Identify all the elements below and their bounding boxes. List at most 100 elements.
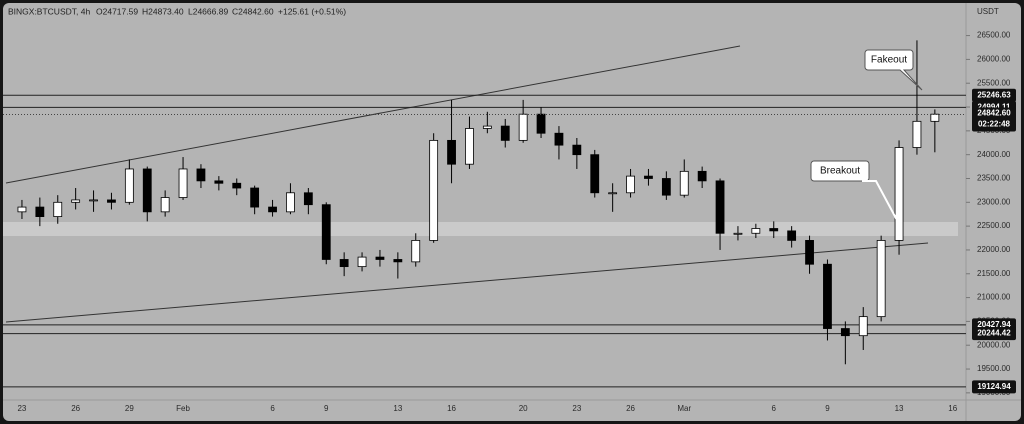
change: +125.61 (+0.51%): [278, 6, 346, 16]
x-tick-label: 6: [772, 404, 777, 413]
candle-body: [608, 192, 618, 195]
x-tick-label: 16: [948, 404, 957, 413]
candle-body: [71, 199, 81, 203]
open: O24717.59: [96, 6, 138, 16]
candle-body: [715, 180, 725, 234]
candle-body: [429, 139, 439, 241]
level-label: 24994.11: [978, 102, 1011, 111]
candle-body: [393, 259, 403, 263]
candle-body: [35, 206, 45, 217]
y-tick-label: 22000.00: [977, 245, 1011, 254]
support-zone: [3, 222, 958, 236]
level-tag: [972, 88, 1016, 102]
x-tick-label: 9: [324, 404, 329, 413]
candle-body: [661, 178, 671, 196]
candle-body: [142, 168, 152, 213]
candle-body: [303, 192, 313, 206]
candle-body: [268, 206, 277, 213]
candle-body: [626, 175, 635, 194]
candle-body: [178, 168, 188, 198]
candle-body: [411, 240, 421, 263]
y-tick-label: 22500.00: [977, 221, 1011, 230]
x-tick-label: 23: [572, 404, 581, 413]
x-tick-label: 13: [393, 404, 402, 413]
symbol: BINGX:BTCUSDT, 4h: [8, 6, 90, 16]
candle-body: [232, 182, 242, 189]
candle-body: [823, 263, 832, 329]
level-label: 25246.63: [977, 90, 1011, 99]
candle-body: [554, 132, 564, 146]
x-tick-label: Feb: [176, 404, 190, 413]
candle-body: [894, 147, 904, 241]
candle-body: [89, 199, 98, 202]
axis-unit: USDT: [977, 7, 999, 16]
level-label: 19124.94: [977, 382, 1011, 391]
candle-body: [124, 168, 134, 203]
callout-box: [810, 160, 870, 182]
x-tick-label: Mar: [677, 404, 691, 413]
candle-body: [840, 328, 850, 337]
low: L24666.89: [188, 6, 228, 16]
annotation: Fakeout: [871, 55, 907, 66]
level-tag: [972, 380, 1016, 394]
candle-body: [805, 240, 814, 265]
level-tag: [972, 327, 1016, 341]
candle-body: [787, 230, 797, 241]
candle-body: [697, 170, 707, 182]
candle-body: [375, 256, 385, 260]
candle-body: [518, 113, 528, 141]
candle-body: [679, 170, 689, 196]
candle-body: [536, 113, 546, 134]
candle-body: [733, 232, 743, 235]
x-tick-label: 13: [895, 404, 904, 413]
x-tick-label: 23: [17, 404, 26, 413]
y-tick-label: 20000.00: [977, 340, 1011, 349]
y-tick-label: 25500.00: [977, 78, 1011, 87]
candle-body: [321, 204, 331, 260]
candle-body: [500, 125, 510, 141]
candle-body: [912, 120, 922, 148]
candle-body: [876, 240, 886, 318]
candle-body: [572, 144, 582, 156]
price-tag: [972, 107, 1016, 132]
candle-body: [160, 197, 170, 213]
candle-body: [590, 154, 600, 194]
close: C24842.60: [232, 6, 274, 16]
candle-body: [214, 180, 224, 184]
last-price-label: 24842.60: [977, 109, 1011, 118]
y-tick-label: 23500.00: [977, 174, 1011, 183]
level-label: 20244.42: [977, 329, 1011, 338]
x-tick-label: 26: [626, 404, 635, 413]
candle-body: [858, 316, 868, 337]
candle-body: [482, 125, 492, 129]
y-tick-label: 23000.00: [977, 197, 1011, 206]
candle-body: [930, 113, 940, 122]
x-tick-label: 20: [519, 404, 528, 413]
y-tick-label: 26500.00: [977, 31, 1011, 40]
y-tick-label: 21500.00: [977, 269, 1011, 278]
callout-box: [864, 49, 923, 91]
x-tick-label: 29: [125, 404, 134, 413]
header: BINGX:BTCUSDT, 4h O24717.59 H24873.40 L2…: [8, 6, 346, 16]
candle-body: [465, 128, 474, 165]
candle-body: [17, 206, 27, 213]
y-tick-label: 19500.00: [977, 364, 1011, 373]
countdown: 02:22:48: [978, 120, 1011, 129]
x-tick-label: 6: [270, 404, 275, 413]
annotations: Fakeout Breakout: [810, 49, 923, 223]
candle-body: [286, 192, 295, 213]
candle-body: [769, 228, 779, 232]
high: H24873.40: [142, 6, 184, 16]
y-tick-label: 24000.00: [977, 150, 1011, 159]
annotation: Breakout: [820, 166, 860, 177]
x-tick-label: 9: [825, 404, 830, 413]
candle-body: [107, 199, 116, 203]
candle-body: [250, 187, 260, 208]
candle-body: [196, 168, 206, 182]
candle-body: [751, 228, 761, 234]
x-tick-label: 26: [71, 404, 80, 413]
candle-body: [447, 139, 456, 165]
x-tick-label: 16: [447, 404, 456, 413]
